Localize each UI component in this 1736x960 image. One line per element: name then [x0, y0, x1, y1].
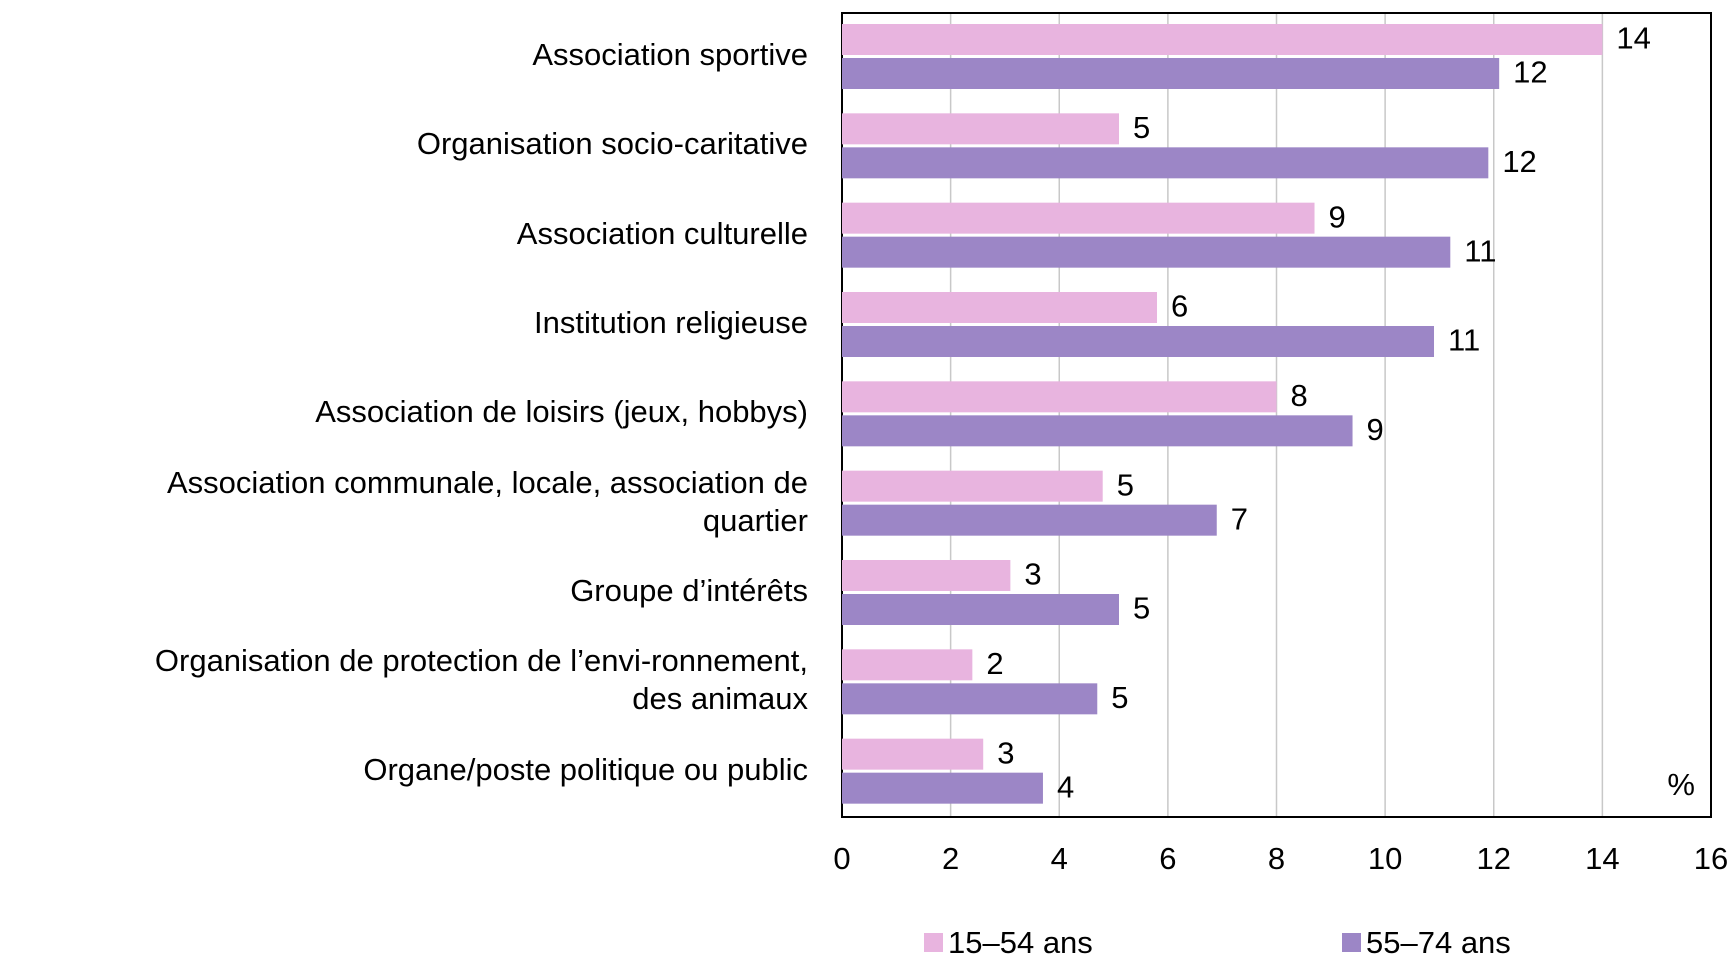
category-label: Groupe d’intérêts — [570, 573, 808, 608]
bar — [842, 236, 1451, 268]
data-label: 5 — [1133, 591, 1150, 626]
bar — [842, 504, 1217, 536]
bar — [842, 292, 1158, 323]
bar — [842, 415, 1353, 447]
bar — [842, 649, 973, 681]
x-tick-label: 8 — [1268, 841, 1285, 876]
data-label: 8 — [1291, 378, 1308, 413]
bar — [842, 683, 1098, 715]
category-label: Organe/poste politique ou public — [363, 751, 808, 787]
plot-border — [841, 12, 1712, 818]
bar — [842, 24, 1603, 55]
category-label: Association communale, locale, associati… — [166, 464, 808, 538]
x-tick-label: 0 — [833, 841, 850, 876]
legend-swatch — [1342, 933, 1361, 952]
bar — [842, 470, 1103, 502]
bar — [842, 560, 1011, 591]
legend-label: 55–74 ans — [1366, 925, 1511, 960]
x-tick-label: 10 — [1368, 841, 1402, 876]
x-tick-label: 4 — [1051, 841, 1068, 876]
x-tick-label: 14 — [1585, 841, 1619, 876]
bar — [842, 202, 1315, 234]
data-label: 3 — [1024, 557, 1041, 592]
bar — [842, 147, 1489, 179]
data-label: 6 — [1171, 289, 1188, 324]
data-label: 2 — [986, 646, 1003, 681]
unit-label: % — [1667, 767, 1695, 802]
x-tick-label: 12 — [1477, 841, 1511, 876]
data-label: 9 — [1367, 412, 1384, 447]
legend-label: 15–54 ans — [948, 925, 1093, 960]
data-label: 14 — [1616, 21, 1650, 56]
data-label: 11 — [1464, 233, 1496, 268]
data-label: 9 — [1329, 199, 1346, 234]
bar — [842, 772, 1043, 804]
data-label: 12 — [1513, 55, 1547, 90]
category-label: Organisation de protection de l’envi-ron… — [154, 643, 808, 717]
category-label: Association de loisirs (jeux, hobbys) — [315, 394, 808, 430]
x-tick-label: 16 — [1694, 841, 1728, 876]
category-label: Association sportive — [532, 37, 808, 72]
bar — [842, 381, 1277, 413]
data-label: 3 — [997, 735, 1014, 770]
bar — [842, 58, 1500, 89]
x-tick-label: 6 — [1159, 841, 1176, 876]
bar — [842, 113, 1119, 145]
bar — [842, 738, 984, 770]
data-label: 11 — [1448, 323, 1480, 358]
data-label: 5 — [1133, 110, 1150, 145]
legend-swatch — [924, 933, 943, 952]
bar — [842, 326, 1435, 357]
category-label: Association culturelle — [516, 215, 808, 251]
category-label: Institution religieuse — [534, 305, 808, 340]
bar — [842, 594, 1119, 625]
data-label: 5 — [1117, 467, 1134, 502]
category-label: Organisation socio-caritative — [416, 126, 808, 162]
data-label: 12 — [1502, 144, 1536, 179]
data-label: 7 — [1231, 501, 1248, 536]
data-label: 5 — [1111, 680, 1128, 715]
data-label: 4 — [1057, 769, 1074, 804]
x-tick-label: 2 — [942, 841, 959, 876]
